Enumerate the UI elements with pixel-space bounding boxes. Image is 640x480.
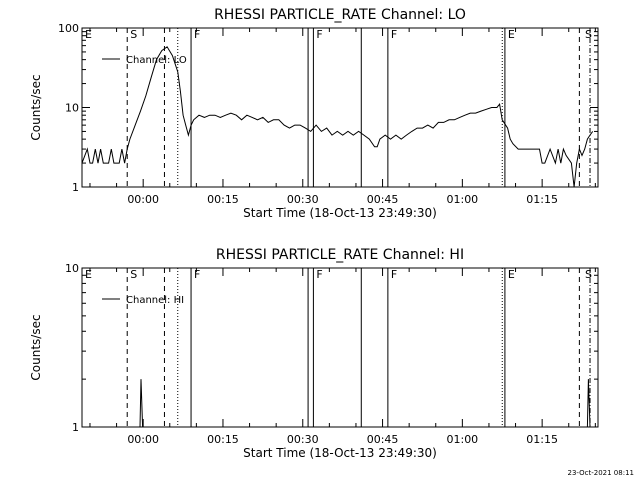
series-line-hi (139, 379, 591, 428)
y-tick-label: 1 (72, 181, 79, 194)
x-tick-label: 00:30 (287, 193, 319, 206)
x-tick-label: 01:15 (526, 433, 558, 446)
plot-frame (81, 267, 599, 428)
x-tick-label: 01:15 (526, 193, 558, 206)
chart-title: RHESSI PARTICLE_RATE Channel: LO (214, 7, 466, 23)
panel-hi: RHESSI PARTICLE_RATE Channel: HI 1 10 00:00… (29, 247, 599, 460)
chart-title: RHESSI PARTICLE_RATE Channel: HI (216, 247, 464, 263)
y-tick-label: 1 (72, 421, 79, 434)
marker-label: F (194, 28, 200, 41)
marker-label: F (194, 268, 200, 281)
x-tick-label: 01:00 (446, 193, 478, 206)
marker-label: S (585, 28, 592, 41)
y-tick-label: 10 (65, 102, 79, 115)
marker-label: S (130, 28, 137, 41)
series-line-lo (81, 46, 594, 188)
generation-timestamp: 23-Oct-2021 08:11 (568, 469, 634, 477)
x-tick-label: 00:45 (367, 433, 399, 446)
marker-label: S (585, 268, 592, 281)
x-tick-label: 01:00 (446, 433, 478, 446)
y-tick-label: 100 (58, 22, 79, 35)
x-axis-label: Start Time (18-Oct-13 23:49:30) (243, 446, 437, 460)
legend-entry: Channel: HI (126, 295, 184, 306)
marker-label: F (316, 28, 322, 41)
legend-entry: Channel: LO (126, 55, 187, 66)
marker-label: E (508, 28, 515, 41)
marker-label: S (130, 268, 137, 281)
x-tick-label: 00:15 (207, 433, 239, 446)
plot-frame (81, 27, 599, 188)
marker-label: F (391, 268, 397, 281)
marker-label: E (85, 268, 92, 281)
y-axis-label: Counts/sec (29, 74, 43, 140)
panel-lo: RHESSI PARTICLE_RATE Channel: LO 1 10 100 00… (29, 7, 599, 220)
marker-label: E (508, 268, 515, 281)
x-tick-label: 00:00 (127, 193, 159, 206)
x-tick-label: 00:30 (287, 433, 319, 446)
x-tick-label: 00:15 (207, 193, 239, 206)
x-tick-label: 00:45 (367, 193, 399, 206)
marker-label: F (391, 28, 397, 41)
y-axis-label: Counts/sec (29, 314, 43, 380)
x-axis-label: Start Time (18-Oct-13 23:49:30) (243, 206, 437, 220)
marker-label: E (85, 28, 92, 41)
y-tick-label: 10 (65, 262, 79, 275)
marker-label: F (316, 268, 322, 281)
x-tick-label: 00:00 (127, 433, 159, 446)
